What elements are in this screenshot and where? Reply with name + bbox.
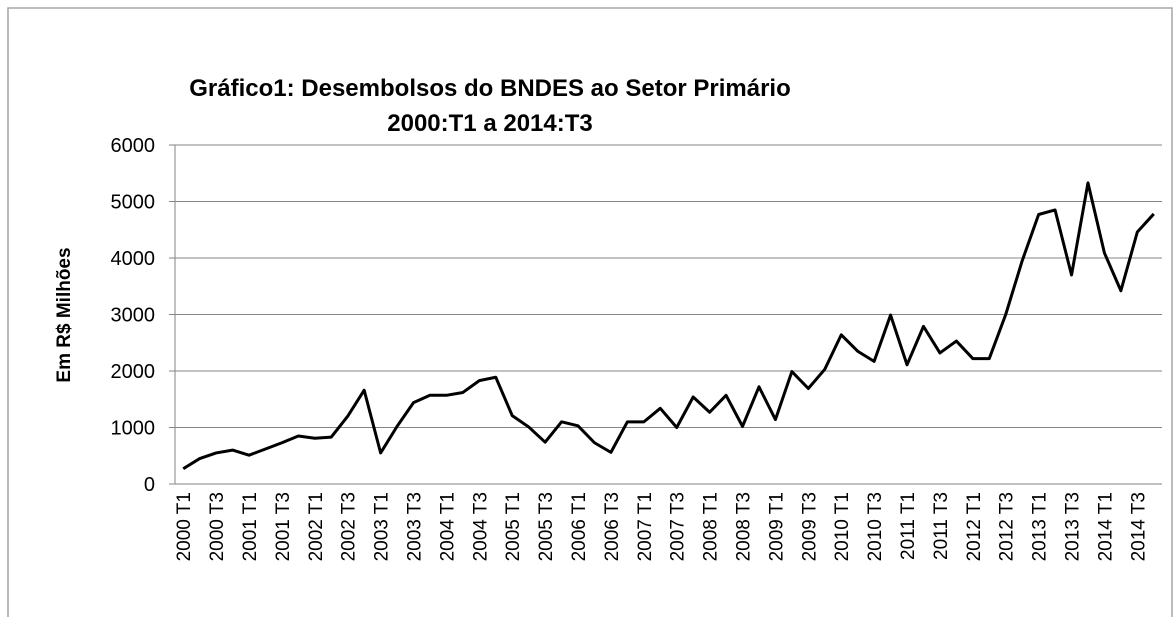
x-tick-label: 2013 T3 xyxy=(1063,492,1084,561)
data-line xyxy=(182,181,1155,471)
x-tick-label: 2001 T3 xyxy=(273,492,294,561)
y-tick-label: 4000 xyxy=(111,248,156,270)
x-tick-label: 2002 T1 xyxy=(306,492,327,561)
y-tick-label: 0 xyxy=(144,474,155,496)
x-tick-label: 2014 T3 xyxy=(1128,492,1149,561)
x-tick-label: 2005 T3 xyxy=(536,492,557,561)
x-tick-label: 2000 T3 xyxy=(207,492,228,561)
y-tick-label: 2000 xyxy=(111,361,156,383)
x-tick-label: 2008 T1 xyxy=(701,492,722,561)
x-tick-label: 2013 T1 xyxy=(1030,492,1051,561)
x-tick-label: 2008 T3 xyxy=(734,492,755,561)
x-tick-label: 2011 T1 xyxy=(898,492,919,560)
y-tick-label: 1000 xyxy=(111,418,156,440)
y-tick-label: 3000 xyxy=(111,305,156,327)
x-tick-label: 2000 T1 xyxy=(174,492,195,561)
y-tick-label: 5000 xyxy=(111,192,156,214)
x-tick-label: 2002 T3 xyxy=(339,492,360,561)
y-tick-label: 6000 xyxy=(111,135,156,157)
x-tick-label: 2006 T3 xyxy=(602,492,623,561)
chart-frame xyxy=(7,7,1173,617)
x-tick-label: 2012 T1 xyxy=(964,492,985,561)
x-tick-label: 2003 T3 xyxy=(405,492,426,561)
x-tick-label: 2010 T1 xyxy=(832,492,853,561)
x-tick-label: 2007 T1 xyxy=(635,492,656,561)
x-tick-label: 2009 T1 xyxy=(766,492,787,561)
chart-title: Gráfico1: Desembolsos do BNDES ao Setor … xyxy=(189,75,791,102)
x-tick-label: 2006 T1 xyxy=(569,492,590,561)
x-tick-label: 2004 T3 xyxy=(470,492,491,561)
x-tick-label: 2010 T3 xyxy=(865,492,886,561)
x-tick-label: 2012 T3 xyxy=(997,492,1018,561)
x-tick-label: 2011 T3 xyxy=(931,492,952,560)
x-tick-label: 2001 T1 xyxy=(240,492,261,561)
chart-subtitle: 2000:T1 a 2014:T3 xyxy=(387,110,592,137)
x-tick-label: 2007 T3 xyxy=(668,492,689,561)
x-tick-label: 2009 T3 xyxy=(799,492,820,561)
x-tick-label: 2004 T1 xyxy=(437,492,458,561)
y-axis-label: Em R$ Milhões xyxy=(54,247,75,382)
x-tick-label: 2014 T1 xyxy=(1095,492,1116,561)
x-tick-label: 2005 T1 xyxy=(503,492,524,561)
x-tick-label: 2003 T1 xyxy=(372,492,393,561)
